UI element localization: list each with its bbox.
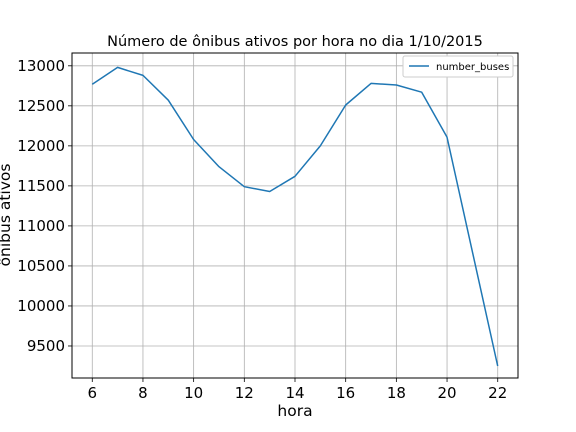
y-tick-label: 10500 <box>17 257 65 275</box>
x-tick-label: 12 <box>235 384 254 402</box>
x-tick-label: 6 <box>87 384 97 402</box>
y-tick-label: 9500 <box>27 337 65 355</box>
x-tick-label: 18 <box>387 384 406 402</box>
y-tick-label: 13000 <box>17 57 65 75</box>
x-axis-title: hora <box>277 402 312 420</box>
y-tick-label: 12500 <box>17 97 65 115</box>
legend-label: number_buses <box>436 62 509 73</box>
y-axis-ticks: 9500 10000 10500 11000 11500 12000 12500 13000 <box>17 57 72 355</box>
legend-box <box>402 55 514 78</box>
x-tick-label: 8 <box>138 384 148 402</box>
chart-title: Número de ônibus ativos por hora no dia … <box>107 34 483 50</box>
legend: number_buses <box>402 55 514 78</box>
x-tick-label: 20 <box>437 384 456 402</box>
x-tick-label: 14 <box>285 384 304 402</box>
x-axis-ticks: 6 8 10 12 14 16 18 20 22 <box>87 378 507 402</box>
x-tick-label: 16 <box>336 384 355 402</box>
x-tick-label: 22 <box>488 384 507 402</box>
x-tick-label: 10 <box>184 384 203 402</box>
y-tick-label: 10000 <box>17 297 65 315</box>
y-tick-label: 11500 <box>17 177 65 195</box>
series-layer <box>91 66 499 367</box>
y-axis-title: ônibus ativos <box>0 164 14 267</box>
y-tick-label: 12000 <box>17 137 65 155</box>
y-tick-label: 11000 <box>17 217 65 235</box>
series-line <box>91 66 499 367</box>
